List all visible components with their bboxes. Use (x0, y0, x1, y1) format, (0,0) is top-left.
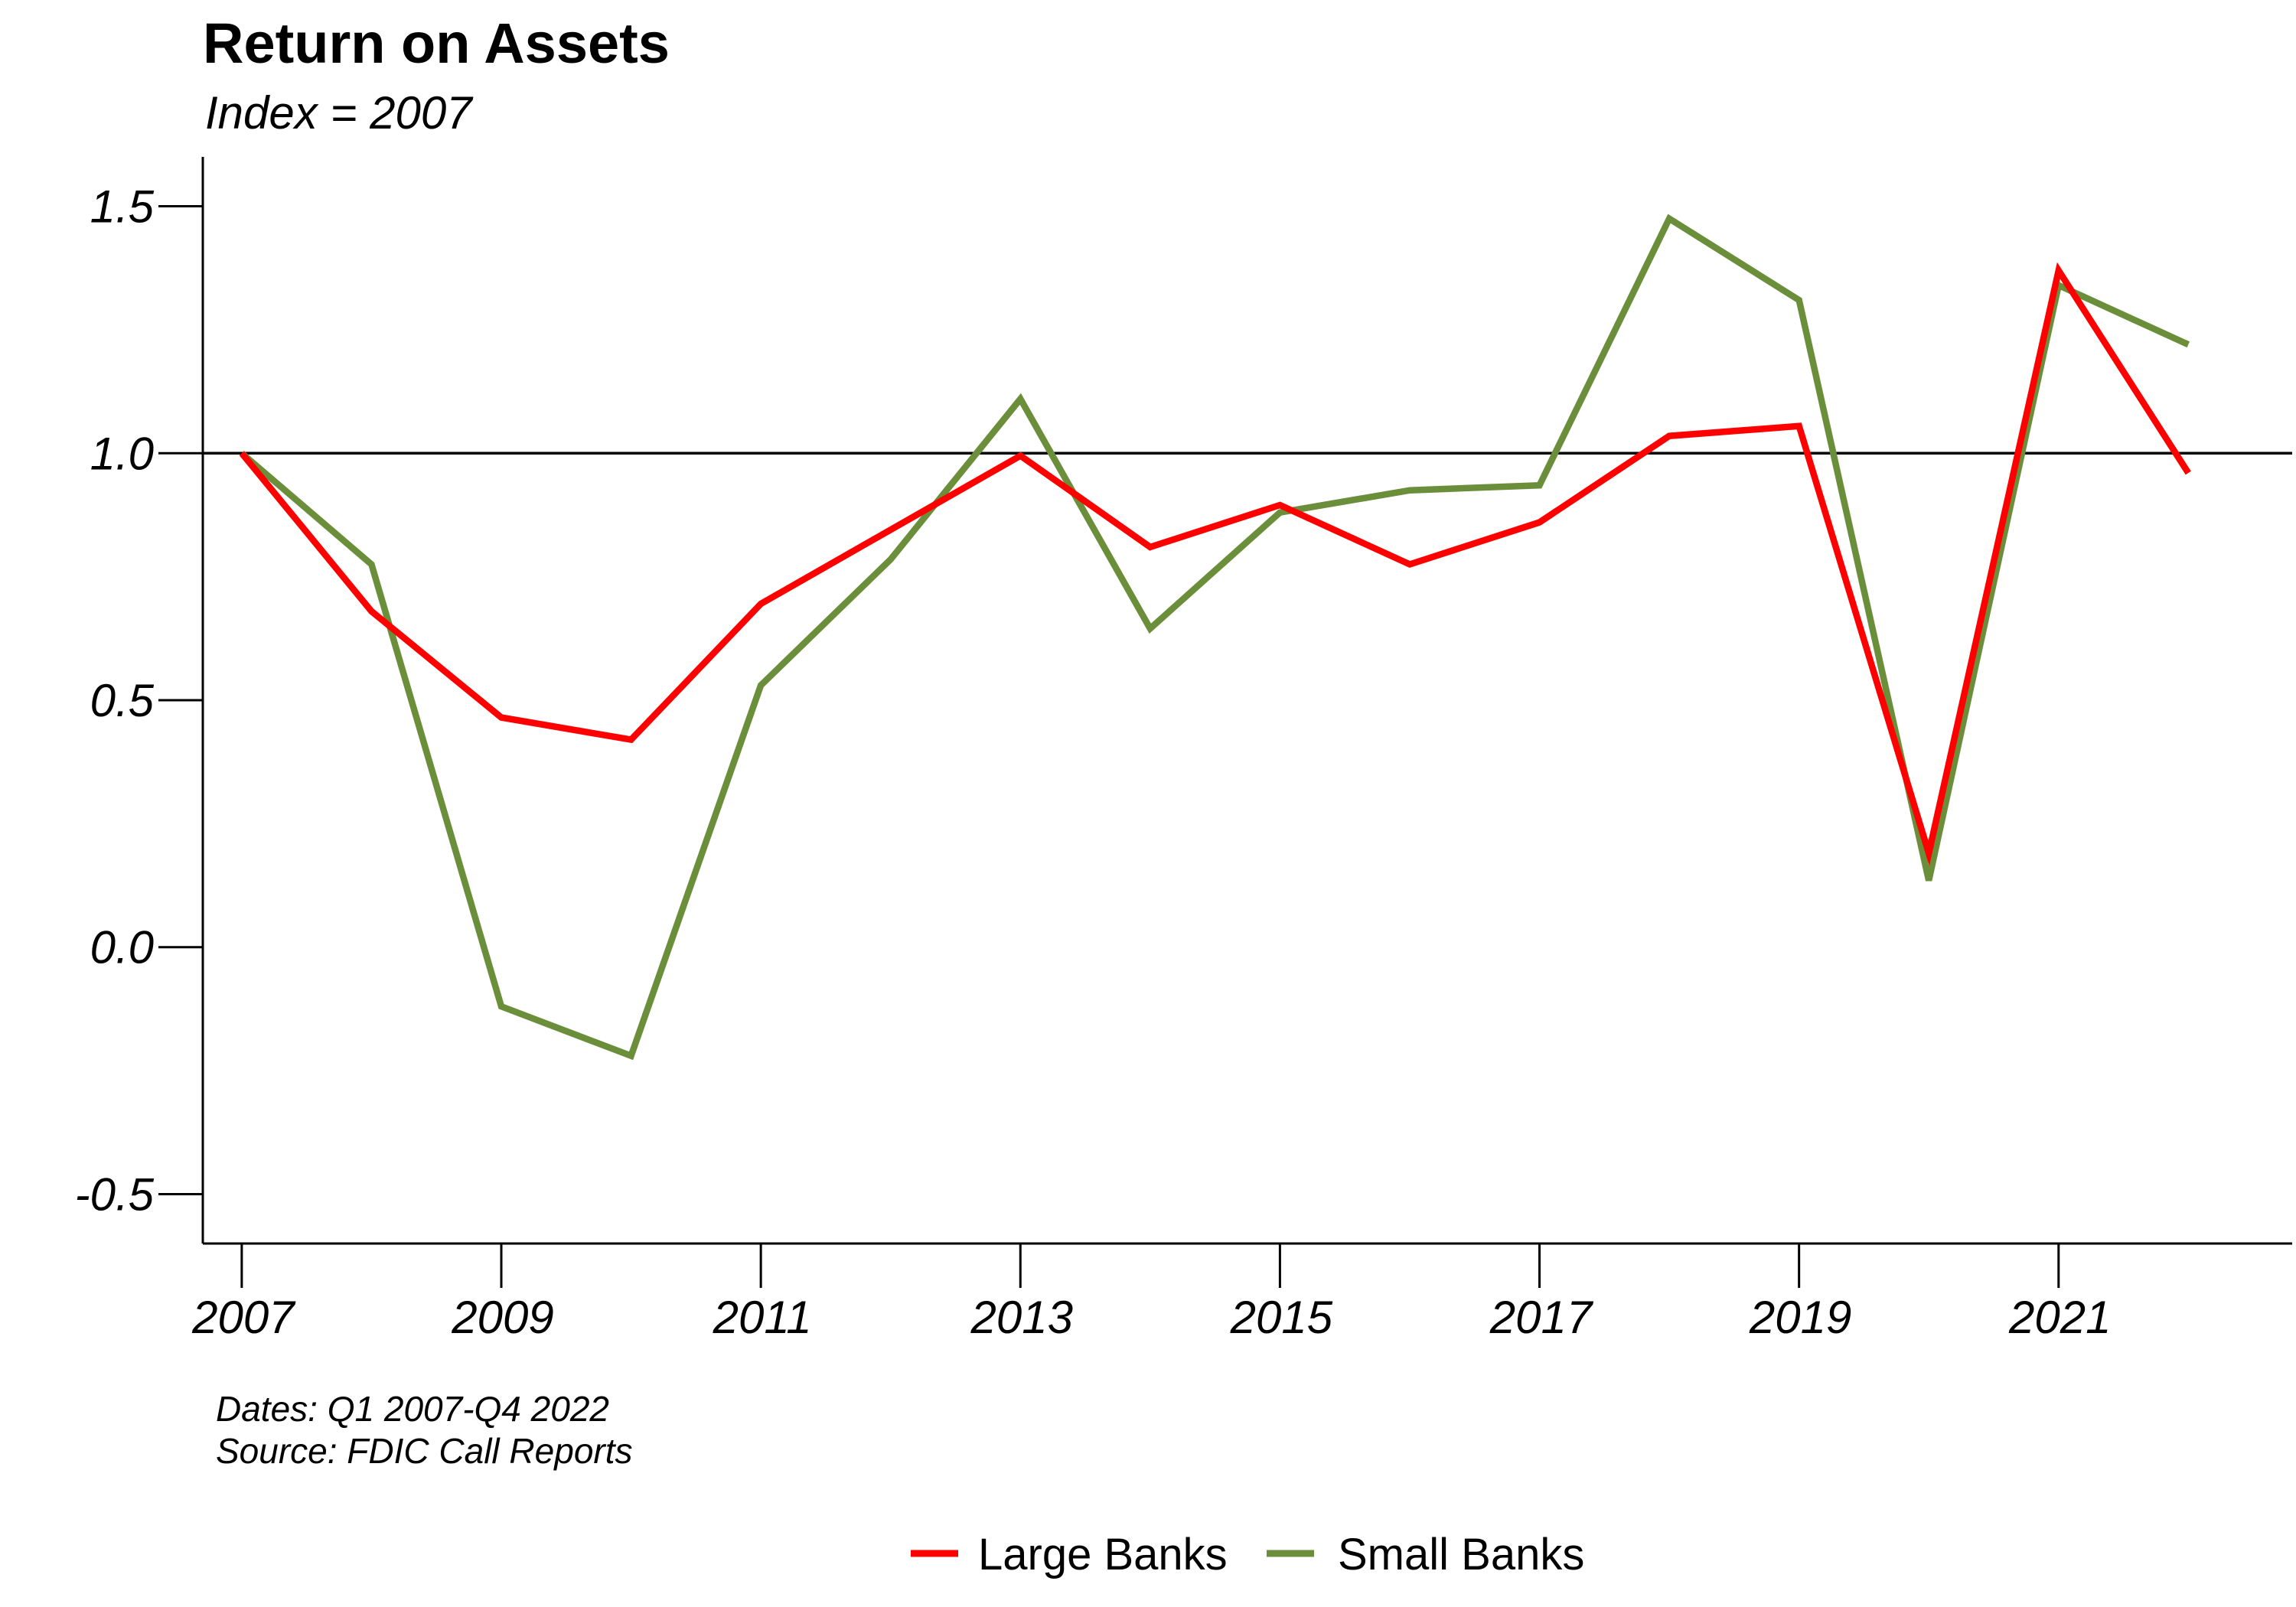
x-tick-label: 2021 (2008, 1292, 2111, 1343)
series-line-large-banks (239, 262, 2191, 866)
y-tick-label: 0.0 (90, 922, 154, 973)
y-tick-label: 0.5 (90, 675, 155, 726)
y-tick-label: -0.5 (75, 1169, 155, 1220)
legend-label-small-banks: Small Banks (1338, 1530, 1584, 1579)
series-group (239, 214, 2191, 1061)
x-tick-label: 2011 (713, 1292, 812, 1343)
x-tick-label: 2013 (970, 1292, 1073, 1343)
axes: -0.5 0.0 0.5 1.0 1.5 2007 2009 2011 2013 2015 2017… (75, 157, 2292, 1343)
x-tick-label: 2017 (1489, 1292, 1594, 1343)
series-line-small-banks (240, 214, 2190, 1061)
legend-label-large-banks: Large Banks (978, 1530, 1228, 1579)
caption-dates: Dates: Q1 2007-Q4 2022 (216, 1389, 609, 1429)
x-tick-label: 2009 (451, 1292, 553, 1343)
x-tick-label: 2007 (191, 1292, 296, 1343)
legend: Large Banks Small Banks (911, 1530, 1584, 1579)
chart-subtitle: Index = 2007 (205, 87, 474, 139)
caption-source: Source: FDIC Call Reports (216, 1431, 633, 1471)
chart-title: Return on Assets (203, 11, 670, 75)
y-tick-label: 1.5 (90, 181, 155, 233)
x-tick-label: 2015 (1230, 1292, 1333, 1343)
x-tick-label: 2019 (1749, 1292, 1851, 1343)
y-tick-label: 1.0 (90, 428, 154, 479)
